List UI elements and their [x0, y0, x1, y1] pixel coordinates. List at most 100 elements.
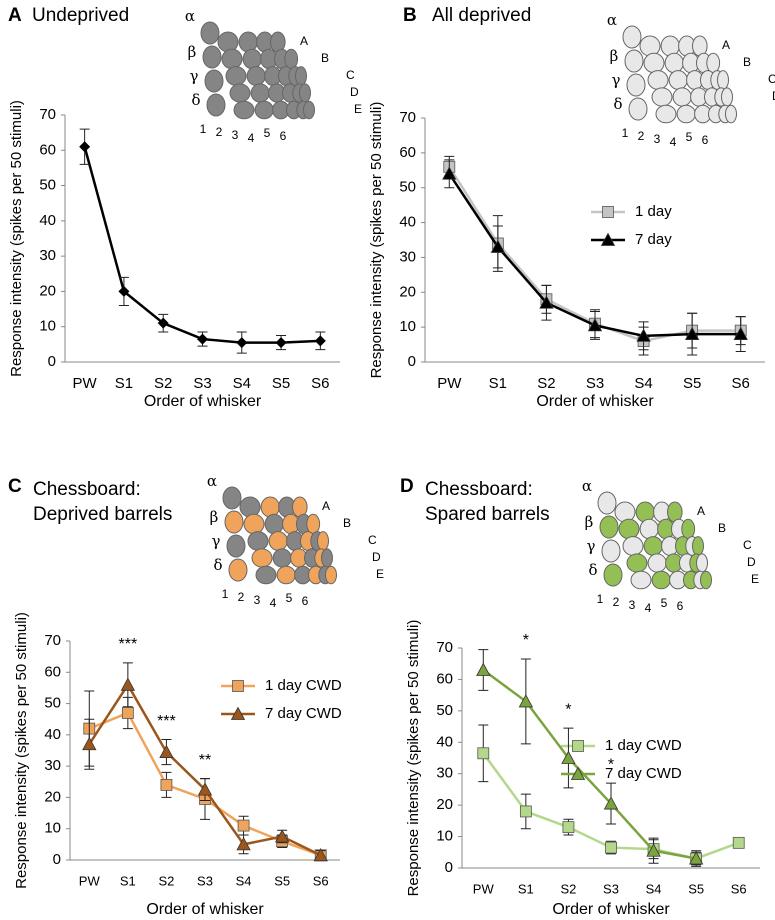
x-tick-label: S4	[233, 375, 251, 392]
x-tick-label: S4	[634, 375, 652, 392]
point	[733, 326, 748, 341]
x-tick-label: S1	[518, 881, 534, 896]
y-tick-label: 10	[39, 318, 56, 335]
x-tick-label: S5	[688, 881, 704, 896]
barrel	[221, 48, 243, 70]
x-tick-label: S1	[120, 873, 136, 888]
barrel	[603, 563, 623, 587]
column-label: 5	[686, 130, 693, 144]
barrel	[700, 570, 712, 590]
point	[120, 677, 136, 691]
y-tick-label: 50	[39, 177, 56, 194]
panel-letter: C	[8, 476, 22, 497]
legend-label: 1 day CWD	[605, 737, 682, 754]
column-label: 1	[222, 587, 229, 601]
y-tick-label: 70	[39, 106, 56, 123]
barrel	[321, 548, 333, 568]
x-axis-label: Order of whisker	[536, 393, 654, 410]
y-tick-label: 30	[39, 247, 56, 264]
barrel	[225, 66, 247, 86]
legend-label: 1 day	[635, 203, 672, 220]
column-label: 3	[654, 132, 661, 146]
y-tick-label: 0	[408, 353, 416, 370]
x-tick-label: S6	[313, 873, 329, 888]
point	[490, 239, 506, 253]
barrel	[246, 66, 266, 86]
legend-label: 7 day	[635, 231, 672, 248]
series-line	[482, 668, 697, 860]
x-tick-label: PW	[73, 375, 98, 392]
arc-label: β	[585, 513, 594, 531]
point	[519, 805, 532, 818]
y-tick-label: 40	[436, 733, 453, 750]
barrel	[247, 531, 269, 551]
legend-marker	[602, 206, 614, 218]
legend-label: 7 day CWD	[605, 765, 682, 782]
y-tick-label: 10	[44, 820, 61, 837]
x-axis-label: Order of whisker	[146, 901, 264, 918]
barrel	[255, 565, 277, 585]
row-label: D	[372, 550, 381, 564]
row-label: C	[768, 72, 775, 86]
point	[159, 744, 174, 758]
column-label: 6	[702, 133, 709, 147]
arc-label: β	[610, 47, 619, 65]
column-label: 5	[264, 126, 271, 140]
barrel	[242, 48, 262, 70]
row-label: A	[322, 499, 330, 513]
panel-letter: D	[400, 476, 414, 497]
legend-marker	[600, 232, 616, 246]
panel-title: Deprived barrels	[33, 504, 172, 525]
y-tick-label: 70	[399, 109, 416, 126]
barrel	[202, 45, 222, 69]
y-tick-label: 20	[44, 788, 61, 805]
barrel	[614, 501, 636, 523]
row-label: B	[718, 521, 726, 535]
y-tick-label: 60	[44, 663, 61, 680]
x-tick-label: PW	[473, 881, 495, 896]
barrel	[676, 104, 696, 124]
point	[605, 841, 617, 854]
significance-mark: **	[199, 752, 211, 769]
row-label: E	[751, 572, 759, 586]
barrel	[299, 83, 311, 103]
y-tick-label: 70	[44, 632, 61, 649]
column-label: 4	[248, 131, 255, 145]
barrel	[233, 100, 255, 120]
barrel	[260, 496, 280, 518]
barrel	[238, 31, 258, 53]
barrel	[622, 536, 644, 556]
x-tick-label: S6	[311, 375, 329, 392]
y-tick-label: 30	[436, 765, 453, 782]
point	[313, 847, 328, 862]
barrel	[204, 69, 224, 93]
x-tick-label: PW	[437, 375, 462, 392]
point	[518, 694, 534, 708]
barrel	[250, 83, 270, 103]
x-tick-label: S1	[489, 375, 507, 392]
y-tick-label: 20	[399, 283, 416, 300]
barrel	[295, 66, 307, 86]
x-tick-label: S3	[193, 375, 211, 392]
column-label: 5	[661, 596, 668, 610]
barrel	[325, 565, 337, 585]
barrel	[243, 513, 265, 535]
point	[732, 836, 745, 849]
y-tick-label: 40	[44, 726, 61, 743]
legend-label: 1 day CWD	[265, 677, 342, 694]
y-tick-label: 20	[39, 282, 56, 299]
barrel	[725, 104, 737, 124]
barrel	[639, 518, 659, 540]
column-label: 2	[216, 125, 223, 139]
point	[197, 782, 213, 796]
barrel	[222, 486, 242, 510]
y-tick-label: 0	[445, 859, 453, 876]
x-axis-label: Order of whisker	[144, 393, 262, 410]
point	[157, 317, 169, 329]
column-label: 2	[638, 129, 645, 143]
y-tick-label: 50	[44, 695, 61, 712]
column-label: 5	[286, 591, 293, 605]
barrel	[206, 93, 226, 117]
column-label: 3	[629, 598, 636, 612]
